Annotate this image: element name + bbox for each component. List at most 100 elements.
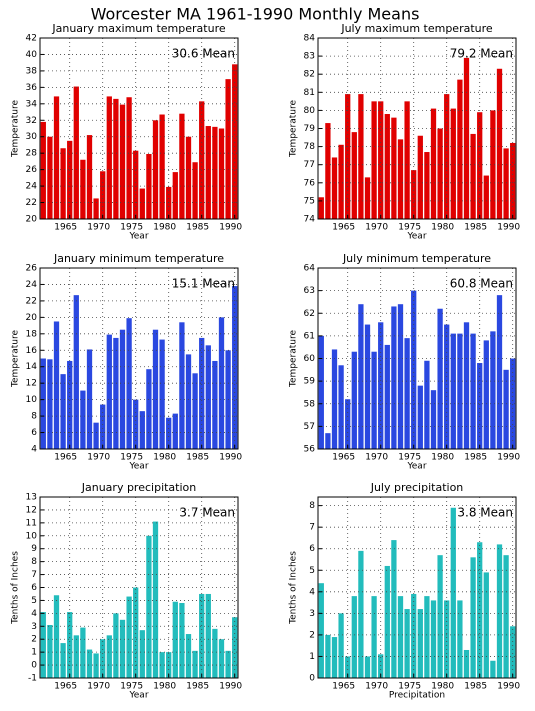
bar (457, 333, 463, 449)
bar (40, 358, 46, 449)
bar (397, 596, 404, 678)
x-axis-label: Year (406, 462, 426, 472)
x-tick-label: 1985 (464, 453, 487, 463)
bar (179, 113, 185, 219)
bar (351, 351, 357, 449)
y-tick-label: 64 (304, 264, 316, 274)
bar (172, 413, 178, 449)
x-tick-label: 1990 (219, 682, 242, 692)
y-tick-label: 59 (304, 377, 316, 387)
bar (100, 171, 106, 219)
bar (179, 603, 185, 678)
bar (60, 148, 66, 219)
bar (430, 600, 437, 678)
bar (73, 86, 79, 219)
bar (450, 108, 456, 219)
bar (318, 197, 324, 219)
plot-frame (317, 496, 517, 679)
y-tick-label: 34 (26, 99, 38, 109)
bar (40, 121, 46, 219)
bar (496, 68, 503, 220)
bar (411, 290, 417, 449)
bar (397, 139, 404, 219)
bar (159, 114, 165, 219)
bar (205, 345, 211, 449)
y-tick-label: 63 (304, 286, 315, 296)
y-axis-label: Tenths of Inches (289, 551, 299, 625)
bar (470, 557, 476, 678)
bar (470, 333, 476, 449)
bar (391, 117, 397, 219)
y-tick-label: 4 (309, 587, 315, 597)
x-tick-label: 1985 (186, 453, 209, 463)
bar (364, 177, 371, 219)
y-tick-label: 28 (26, 149, 38, 159)
bar (119, 619, 126, 678)
y-tick-label: 30 (26, 132, 38, 142)
bar (477, 363, 483, 449)
x-tick-label: 1970 (365, 453, 388, 463)
bar (218, 639, 225, 678)
bar (159, 339, 165, 449)
x-tick-label: 1965 (332, 223, 355, 233)
bar (146, 154, 152, 219)
y-tick-label: 7 (309, 523, 315, 533)
bar (371, 351, 377, 449)
bar (146, 369, 152, 449)
bar (40, 612, 46, 678)
annotation: 3.7 Mean (179, 506, 235, 520)
bar (100, 639, 106, 678)
bar (106, 334, 112, 449)
bar (364, 656, 371, 678)
y-tick-label: 14 (26, 362, 38, 372)
plot-frame (317, 37, 517, 220)
bar (358, 304, 364, 449)
bar (106, 96, 112, 219)
bar (378, 322, 384, 449)
y-tick-label: 6 (31, 583, 37, 593)
x-tick-label: 1990 (497, 223, 520, 233)
bar (232, 286, 238, 449)
y-tick-label: 2 (309, 630, 315, 640)
bar (430, 108, 437, 219)
bar (126, 318, 132, 449)
bar (139, 188, 145, 219)
bar (159, 652, 165, 678)
x-tick-label: 1970 (365, 682, 388, 692)
panel-title: July maximum temperature (340, 22, 493, 35)
bar (166, 417, 172, 449)
bar (463, 649, 470, 678)
y-tick-label: 20 (26, 313, 38, 323)
bar (212, 360, 218, 449)
bar (470, 133, 476, 219)
bar (490, 331, 496, 449)
bar (345, 94, 351, 219)
bar (404, 338, 410, 449)
y-tick-label: 78 (304, 142, 316, 152)
plot-frame (39, 267, 239, 450)
bar (93, 198, 99, 219)
panel-title: July precipitation (370, 481, 464, 494)
y-axis-label: Temperature (11, 330, 21, 388)
bar (47, 624, 53, 678)
y-tick-label: 22 (26, 198, 37, 208)
y-tick-label: 83 (304, 52, 315, 62)
bar (152, 329, 159, 449)
y-tick-label: 7 (31, 570, 37, 580)
bar (444, 94, 450, 219)
y-tick-label: 75 (304, 196, 315, 206)
bar (93, 422, 99, 449)
x-tick-label: 1980 (153, 223, 176, 233)
y-tick-label: 62 (304, 309, 315, 319)
bar (424, 152, 430, 219)
bar (60, 374, 66, 449)
bar (126, 97, 132, 219)
annotation: 79.2 Mean (450, 47, 513, 61)
bar (225, 650, 231, 678)
y-tick-label: 56 (304, 445, 316, 455)
y-tick-label: 6 (31, 428, 37, 438)
bar (218, 128, 225, 219)
bar (106, 635, 112, 678)
bar (73, 635, 79, 678)
y-tick-label: 8 (31, 557, 37, 567)
